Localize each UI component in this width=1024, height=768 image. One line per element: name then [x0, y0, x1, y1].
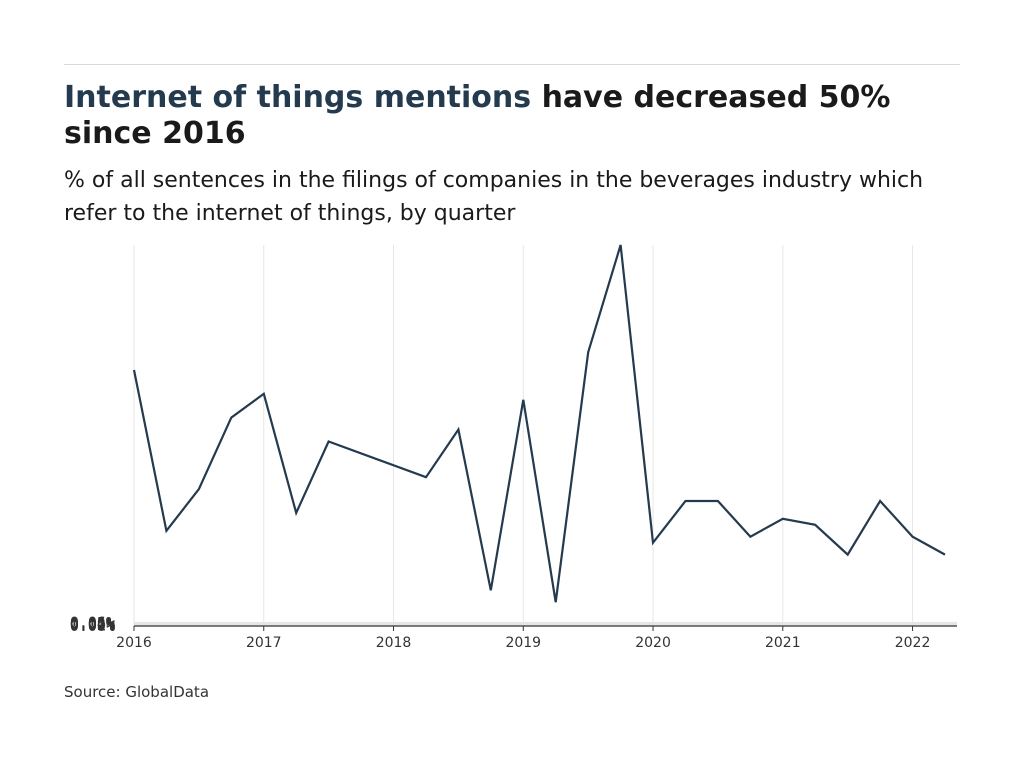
axis: 0.00%0.01%0.02%0.03%0.04%0.05%0.06%2016 2…: [70, 613, 957, 651]
x-tick-label: 2018: [376, 635, 412, 651]
y-tick-label: 0.01%: [70, 616, 115, 634]
x-tick-label: 2019: [505, 635, 541, 651]
x-tick-label: 2020: [635, 635, 671, 651]
y-tick-label: 0.04%: [70, 615, 115, 633]
top-rule: [64, 64, 960, 65]
x-tick-label: 2016: [116, 635, 152, 651]
x-tick-label: 2022: [895, 635, 931, 651]
source-note: Source: GlobalData: [64, 683, 210, 701]
chart-title: Internet of things mentions have decreas…: [64, 80, 944, 152]
series-layer: [132, 244, 946, 603]
y-tick-label: 0.06%: [70, 613, 115, 631]
y-tick-label: 0.05%: [70, 614, 115, 632]
series-line: [132, 244, 946, 603]
x-tick-label: 2021: [765, 635, 801, 651]
chart-subtitle: % of all sentences in the filings of com…: [64, 168, 924, 226]
grid-lines: [133, 245, 957, 626]
y-tick-label: 0.00%: [70, 617, 115, 635]
y-tick-label: 0.02%: [70, 616, 115, 634]
x-tick-label: 2017: [246, 635, 282, 651]
y-tick-label: 0.03%: [70, 615, 115, 633]
title-rest: have decreased 50% since 2016: [64, 80, 891, 151]
title-highlight: Internet of things mentions: [64, 80, 532, 115]
